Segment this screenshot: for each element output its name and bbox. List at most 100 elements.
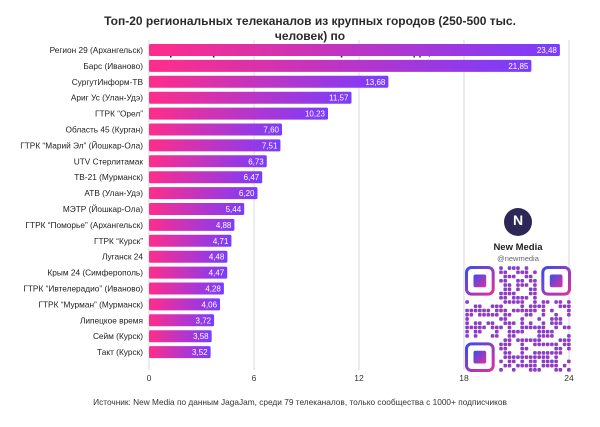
bar bbox=[149, 298, 221, 311]
qr-module bbox=[528, 274, 533, 279]
qr-module bbox=[550, 329, 554, 334]
qr-code-icon[interactable] bbox=[465, 266, 571, 372]
qr-module bbox=[524, 363, 529, 368]
qr-module bbox=[478, 312, 482, 317]
qr-module bbox=[537, 368, 542, 372]
qr-module bbox=[554, 312, 558, 317]
bar bbox=[149, 44, 560, 56]
bar bbox=[149, 155, 267, 168]
qr-module bbox=[541, 325, 546, 330]
qr-module bbox=[541, 312, 546, 317]
qr-module bbox=[520, 346, 525, 351]
qr-module bbox=[567, 325, 571, 330]
bar bbox=[149, 91, 352, 104]
qr-module bbox=[537, 304, 542, 309]
category-label: Такт (Курск) bbox=[97, 347, 143, 357]
qr-module bbox=[516, 279, 520, 283]
qr-module bbox=[503, 363, 508, 368]
qr-module bbox=[558, 317, 563, 321]
qr-module bbox=[465, 317, 469, 321]
bar bbox=[149, 218, 235, 231]
qr-module bbox=[541, 334, 546, 338]
qr-module bbox=[528, 359, 533, 364]
qr-module bbox=[533, 283, 537, 287]
qr-module bbox=[541, 308, 546, 313]
qr-module bbox=[520, 295, 525, 300]
qr-module bbox=[550, 363, 554, 368]
qr-module bbox=[567, 368, 571, 372]
qr-finder-center bbox=[473, 350, 487, 364]
bar-value-label: 6,20 bbox=[239, 189, 255, 198]
qr-module bbox=[533, 304, 537, 309]
qr-module bbox=[533, 363, 537, 368]
qr-module bbox=[533, 270, 537, 275]
qr-module bbox=[494, 304, 499, 309]
bar-value-label: 7,51 bbox=[262, 141, 278, 150]
qr-module bbox=[550, 308, 554, 313]
qr-module bbox=[550, 351, 554, 355]
qr-module bbox=[545, 300, 550, 304]
bar-value-label: 5,44 bbox=[226, 205, 242, 214]
qr-module bbox=[528, 321, 533, 326]
qr-module bbox=[533, 279, 537, 283]
qr-module bbox=[499, 304, 503, 309]
qr-module bbox=[533, 325, 537, 330]
qr-module bbox=[473, 304, 478, 309]
qr-module bbox=[490, 312, 495, 317]
newmedia-logo-icon: N bbox=[504, 208, 532, 236]
bar-value-label: 3,52 bbox=[192, 348, 208, 357]
qr-module bbox=[520, 321, 525, 326]
qr-module bbox=[490, 325, 495, 330]
qr-module bbox=[541, 363, 546, 368]
qr-module bbox=[545, 351, 550, 355]
qr-module bbox=[507, 334, 512, 338]
qr-module bbox=[511, 274, 516, 279]
qr-module bbox=[524, 308, 529, 313]
qr-module bbox=[486, 312, 491, 317]
qr-module bbox=[511, 368, 516, 372]
bar bbox=[149, 282, 224, 295]
qr-module bbox=[533, 291, 537, 296]
qr-module bbox=[554, 355, 558, 359]
qr-module bbox=[507, 342, 512, 347]
qr-module bbox=[554, 300, 558, 304]
qr-finder bbox=[465, 266, 495, 296]
qr-module bbox=[524, 295, 529, 300]
qr-module bbox=[511, 308, 516, 313]
qr-module bbox=[541, 342, 546, 347]
qr-module bbox=[545, 334, 550, 338]
qr-module bbox=[478, 304, 482, 309]
x-tick-label: 6 bbox=[252, 373, 257, 383]
category-label: Ариг Ус (Улан-Удэ) bbox=[71, 93, 143, 103]
qr-module bbox=[567, 346, 571, 351]
qr-module bbox=[554, 342, 558, 347]
category-label: ГТРК “Ивтелерадио” (Иваново) bbox=[23, 284, 143, 294]
qr-module bbox=[516, 266, 520, 270]
qr-module bbox=[524, 312, 529, 317]
qr-module bbox=[537, 317, 542, 321]
logo-letter: N bbox=[512, 212, 524, 228]
qr-module bbox=[465, 300, 469, 304]
qr-module bbox=[511, 291, 516, 296]
qr-module bbox=[503, 279, 508, 283]
qr-module bbox=[494, 312, 499, 317]
qr-module bbox=[503, 346, 508, 351]
qr-module bbox=[507, 312, 512, 317]
category-label: АТВ (Улан-Удэ) bbox=[84, 188, 143, 198]
category-label: ГТРК “Марий Эл” (Йошкар-Ола) bbox=[20, 139, 143, 150]
qr-module bbox=[562, 342, 567, 347]
qr-module bbox=[503, 355, 508, 359]
qr-module bbox=[507, 329, 512, 334]
bar-value-label: 6,73 bbox=[248, 157, 264, 166]
qr-module bbox=[550, 334, 554, 338]
qr-module bbox=[499, 279, 503, 283]
qr-module bbox=[550, 321, 554, 326]
qr-module bbox=[554, 359, 558, 364]
qr-module bbox=[469, 325, 474, 330]
bar-value-label: 4,48 bbox=[209, 253, 225, 262]
qr-module bbox=[545, 329, 550, 334]
qr-module bbox=[499, 317, 503, 321]
qr-module bbox=[499, 368, 503, 372]
qr-module bbox=[541, 359, 546, 364]
qr-module bbox=[503, 338, 508, 343]
